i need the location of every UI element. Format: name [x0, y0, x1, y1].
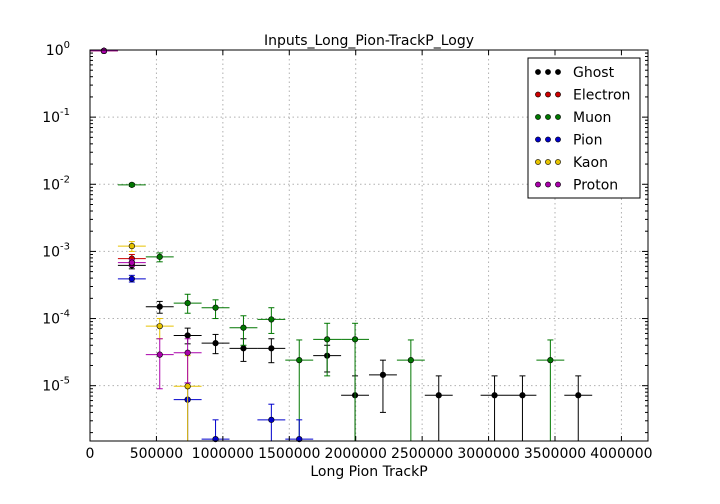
legend-entry-kaon: Kaon [535, 155, 608, 171]
data-point [324, 336, 331, 343]
tick-layer: 0 500000 1000000 1500000 2000000 2500000 30000… [42, 40, 652, 462]
legend-marker [555, 136, 561, 143]
legend-label: Ghost [573, 65, 615, 81]
chart-title: Inputs_Long_Pion-TrackP_Logy [264, 33, 474, 49]
data-point [128, 259, 135, 266]
y-tick-label: 10-1 [42, 107, 70, 126]
y-tick-label: 100 [46, 40, 70, 59]
series-proton [90, 47, 202, 390]
x-tick-label: 1500000 [258, 446, 320, 462]
x-tick-label: 3000000 [457, 446, 519, 462]
legend-marker [535, 114, 541, 120]
data-point [156, 351, 163, 358]
data-point [184, 332, 191, 339]
legend-entry-electron: Electron [535, 88, 630, 104]
data-point [519, 392, 526, 399]
data-point [128, 181, 135, 188]
legend-entry-ghost: Ghost [535, 65, 615, 81]
legend-entry-pion: Pion [535, 133, 602, 149]
data-point [240, 345, 247, 352]
legend-label: Kaon [573, 155, 608, 171]
data-point [184, 299, 191, 307]
legend-marker [545, 181, 551, 188]
legend-marker [535, 69, 541, 75]
legend: Ghost Electron Muon Pion Kaon Proton [527, 57, 641, 199]
data-point [547, 357, 554, 364]
x-axis-title: Long Pion TrackP [310, 464, 427, 480]
data-point [268, 316, 275, 323]
y-tick-label: 10-2 [42, 174, 70, 193]
data-point [268, 345, 275, 352]
data-layer [90, 47, 593, 443]
x-tick-label: 500000 [130, 446, 183, 462]
data-point [491, 392, 498, 399]
legend-marker [535, 91, 541, 98]
data-point [184, 349, 191, 356]
legend-marker [555, 181, 561, 188]
legend-marker [545, 159, 551, 165]
legend-marker [555, 91, 561, 98]
legend-label: Pion [573, 133, 602, 149]
x-tick-label: 1000000 [192, 446, 254, 462]
data-point [212, 304, 219, 311]
legend-label: Proton [573, 178, 618, 194]
data-point [128, 242, 135, 250]
legend-entry-proton: Proton [535, 178, 618, 194]
x-tick-label: 4000000 [590, 446, 652, 462]
legend-marker [555, 69, 561, 75]
legend-entry-muon: Muon [535, 110, 611, 126]
data-point [184, 383, 191, 390]
data-point [379, 371, 387, 378]
x-tick-label: 2500000 [391, 446, 453, 462]
legend-box [527, 57, 641, 199]
data-point [100, 47, 108, 54]
series-kaon [90, 47, 202, 441]
data-point [128, 275, 135, 282]
data-point [268, 416, 275, 423]
data-point [575, 392, 582, 399]
legend-marker [535, 159, 541, 165]
x-tick-label: 3500000 [524, 446, 586, 462]
data-point [351, 336, 359, 343]
legend-marker [555, 114, 561, 120]
plot-frame [89, 49, 649, 442]
data-point [212, 340, 219, 347]
data-point [156, 303, 163, 310]
legend-marker [545, 91, 551, 98]
y-tick-label: 10-3 [42, 241, 70, 260]
data-point [156, 253, 163, 260]
legend-marker [545, 69, 551, 75]
data-point [240, 324, 247, 331]
data-point [296, 357, 303, 364]
y-tick-label: 10-5 [42, 376, 70, 395]
legend-marker [545, 114, 551, 120]
legend-label: Electron [573, 88, 630, 104]
legend-marker [535, 181, 541, 188]
data-point [156, 323, 163, 330]
x-tick-label: 2000000 [325, 446, 387, 462]
legend-label: Muon [573, 110, 611, 126]
legend-marker [545, 136, 551, 143]
legend-marker [535, 136, 541, 143]
data-point [435, 392, 442, 399]
data-point [407, 357, 414, 364]
y-tick-label: 10-4 [42, 309, 70, 328]
legend-marker [555, 159, 561, 165]
x-tick-label: 0 [86, 446, 95, 462]
